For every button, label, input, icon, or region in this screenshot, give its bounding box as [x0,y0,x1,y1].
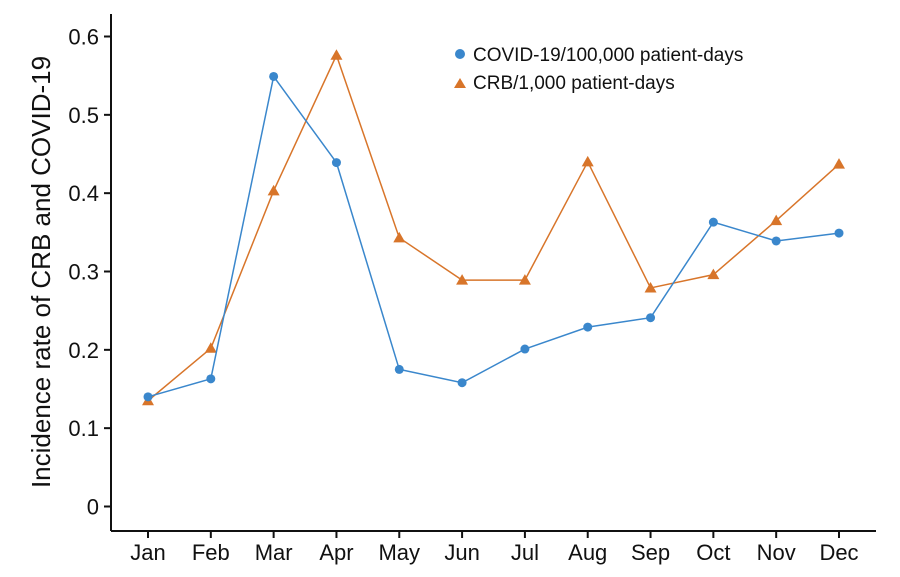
y-tick-label: 0.4 [68,181,99,206]
data-point-crb [581,155,594,167]
x-tick-label: Mar [255,540,293,565]
data-point-covid [646,313,656,323]
data-point-crb [707,268,720,280]
data-point-covid [269,71,279,81]
series-line-crb [147,53,840,402]
series-group [142,49,845,406]
legend-marker-covid [455,49,465,59]
data-point-covid [143,392,153,402]
data-point-covid [834,228,844,238]
x-tick-label: Dec [819,540,858,565]
y-tick-label: 0.3 [68,260,99,285]
data-point-covid [708,217,718,227]
x-tick-label: Jul [511,540,539,565]
y-axis-title: Incidence rate of CRB and COVID-19 [26,56,56,488]
legend-label-covid: COVID-19/100,000 patient-days [473,45,743,66]
x-ticks: Jan Feb Mar Apr May Jun Jul Aug Sep Oct Nov Dec [130,531,859,565]
data-point-covid [583,322,593,332]
y-tick-label: 0.2 [68,338,99,363]
legend-label-crb: CRB/1,000 patient-days [473,73,675,94]
x-tick-label: Apr [319,540,353,565]
data-point-covid [394,364,404,374]
data-point-crb [833,158,845,169]
data-point-covid [457,378,467,388]
x-tick-label: May [378,540,420,565]
data-point-covid [206,374,216,384]
data-point-crb [330,49,343,60]
y-tick-label: 0.6 [68,25,99,50]
data-point-crb [770,214,783,226]
y-ticks: 0 0.1 0.2 0.3 0.4 0.5 0.6 [68,25,111,520]
legend-marker-crb [454,78,466,88]
data-point-covid [771,236,781,246]
legend: COVID-19/100,000 patient-days CRB/1,000 … [454,45,743,94]
x-tick-label: Jun [444,540,479,565]
x-tick-label: Nov [757,540,796,565]
x-tick-label: Feb [192,540,230,565]
data-point-covid [520,344,530,354]
x-tick-label: Oct [696,540,730,565]
y-tick-label: 0.1 [68,416,99,441]
data-point-crb [204,342,217,353]
x-tick-label: Aug [568,540,607,565]
data-point-crb [518,274,531,285]
series-line-covid [147,74,840,398]
data-point-crb [644,281,657,293]
data-point-crb [456,274,469,285]
data-point-covid [331,158,341,168]
x-tick-label: Jan [130,540,165,565]
data-point-crb [267,184,280,196]
y-tick-label: 0 [87,495,99,520]
x-tick-label: Sep [631,540,670,565]
data-point-crb [393,231,406,243]
y-tick-label: 0.5 [68,103,99,128]
